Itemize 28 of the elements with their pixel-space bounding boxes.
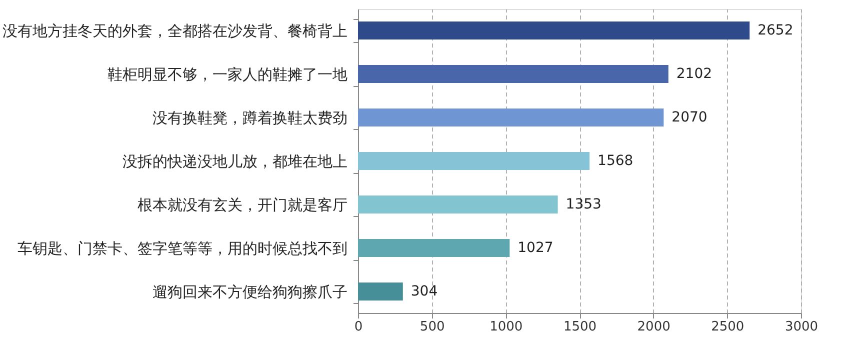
- data-label: 1353: [566, 196, 602, 212]
- data-label: 304: [410, 283, 438, 300]
- bar: [358, 238, 510, 257]
- data-label: 2652: [758, 22, 794, 39]
- y-tick-label: 根本就没有玄关，开门就是客厅: [138, 196, 348, 214]
- data-label: 2070: [672, 110, 708, 126]
- y-tick-label: 没拆的快递没地儿放，都堆在地上: [122, 152, 348, 170]
- x-tick-label: 0: [354, 320, 363, 334]
- y-tick-label: 鞋柜明显不够，一家人的鞋摊了一地: [108, 66, 348, 84]
- x-tick-label: 500: [420, 320, 445, 334]
- bar: [358, 108, 664, 127]
- y-tick-label: 车钥匙、门禁卡、签字笔等等，用的时候总找不到: [18, 239, 348, 258]
- x-tick-label: 1000: [490, 320, 523, 334]
- x-tick-label: 3000: [784, 320, 818, 334]
- bar: [358, 195, 558, 214]
- x-tick-label: 1500: [563, 320, 597, 334]
- y-tick-label: 没有地方挂冬天的外套，全都搭在沙发背、餐椅背上: [2, 22, 348, 40]
- data-label: 1568: [598, 153, 634, 169]
- y-tick-label: 遛狗回来不方便给狗狗擦爪子: [152, 282, 348, 301]
- x-tick-label: 2000: [637, 320, 670, 334]
- data-label: 1027: [518, 240, 554, 256]
- bar: [358, 22, 750, 40]
- bar: [358, 65, 668, 84]
- x-tick-label: 2500: [711, 320, 744, 334]
- bar: [358, 152, 590, 170]
- y-tick-label: 没有换鞋凳，蹲着换鞋太费劲: [152, 109, 348, 128]
- data-label: 2102: [676, 66, 712, 82]
- bar: [358, 282, 403, 300]
